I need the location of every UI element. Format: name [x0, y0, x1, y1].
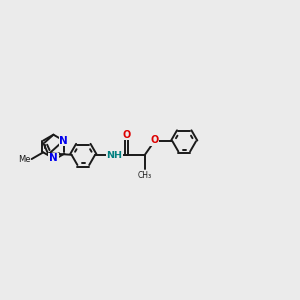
Text: NH: NH — [106, 151, 122, 160]
Text: O: O — [122, 130, 131, 140]
Text: O: O — [150, 135, 158, 145]
Text: N: N — [59, 136, 68, 146]
Text: Me: Me — [18, 154, 30, 164]
Text: N: N — [49, 153, 58, 163]
Text: CH₃: CH₃ — [138, 171, 152, 180]
